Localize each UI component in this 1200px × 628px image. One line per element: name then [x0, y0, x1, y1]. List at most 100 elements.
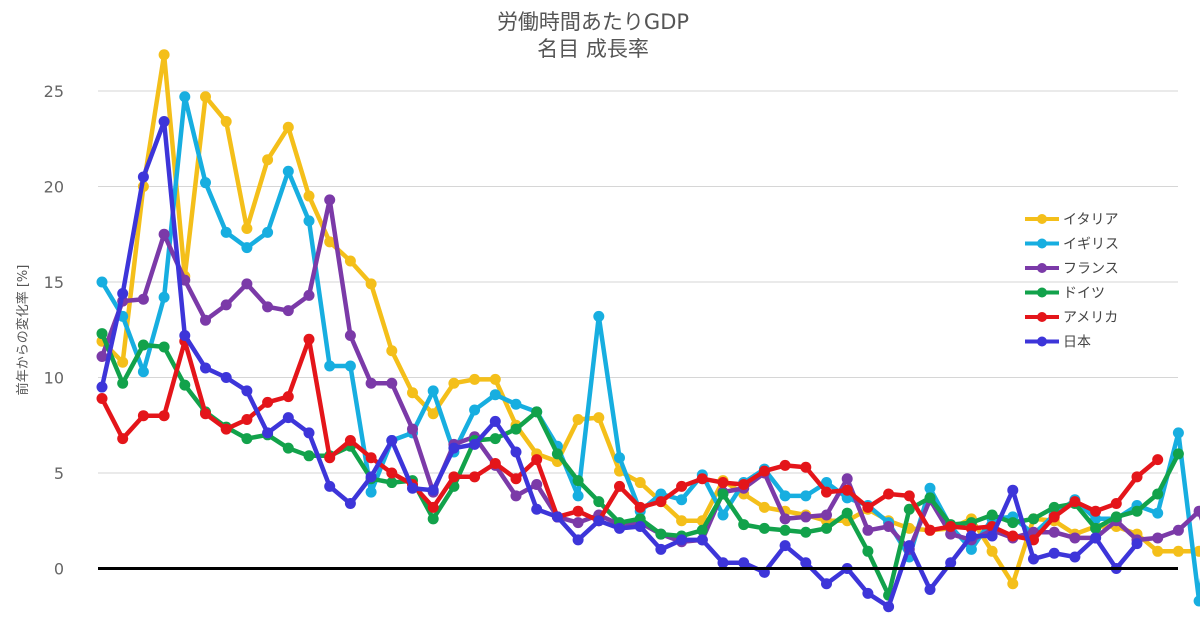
legend-label: アメリカ — [1063, 310, 1118, 326]
data-point — [262, 301, 274, 313]
data-point — [427, 484, 439, 496]
y-axis-ticks: 0 5 10 15 20 25 — [44, 82, 64, 579]
data-point — [220, 226, 232, 238]
data-point — [262, 396, 274, 408]
data-point — [344, 360, 356, 372]
data-point — [365, 278, 377, 290]
data-point — [241, 385, 253, 397]
data-point — [262, 154, 274, 166]
data-point — [779, 459, 791, 471]
y-tick-label: 25 — [44, 82, 64, 101]
legend-item: イタリア — [1025, 212, 1118, 228]
series-group — [96, 49, 1200, 613]
data-point — [427, 408, 439, 420]
data-point — [137, 366, 149, 378]
data-point — [344, 329, 356, 341]
data-point — [593, 412, 605, 424]
series-4 — [96, 333, 1164, 546]
data-point — [1069, 496, 1081, 508]
data-point — [821, 509, 832, 521]
data-point — [1048, 526, 1060, 538]
data-point — [324, 452, 336, 464]
data-point — [883, 520, 895, 532]
data-point — [158, 49, 170, 61]
data-point — [489, 433, 501, 445]
data-point — [696, 524, 708, 536]
data-point — [510, 473, 522, 485]
data-point — [551, 448, 563, 460]
data-point — [924, 584, 936, 596]
data-point — [427, 513, 439, 525]
data-point — [241, 278, 253, 290]
data-point — [758, 522, 770, 534]
data-point — [365, 471, 377, 483]
data-point — [324, 480, 336, 492]
data-point — [220, 372, 232, 383]
data-point — [593, 515, 605, 527]
data-point — [945, 520, 957, 532]
data-point — [903, 490, 915, 502]
data-point — [96, 328, 108, 340]
data-point — [1007, 530, 1019, 542]
data-point — [262, 226, 274, 238]
data-point — [676, 494, 688, 506]
data-point — [324, 194, 336, 206]
data-point — [158, 116, 170, 128]
data-point — [96, 393, 108, 405]
data-point — [862, 524, 874, 536]
legend-item: フランス — [1025, 261, 1119, 277]
data-point — [469, 373, 481, 385]
data-point — [117, 287, 129, 299]
data-point — [1007, 578, 1019, 590]
data-point — [510, 490, 522, 502]
series-5 — [96, 116, 1143, 613]
data-point — [469, 471, 481, 483]
data-point — [634, 477, 646, 489]
data-point — [841, 507, 853, 519]
data-point — [241, 414, 253, 426]
data-point — [800, 490, 812, 502]
data-point — [510, 423, 522, 435]
data-point — [924, 524, 936, 536]
y-tick-label: 5 — [54, 464, 64, 483]
data-point — [117, 377, 129, 389]
data-point — [676, 480, 688, 492]
data-point — [427, 501, 439, 513]
data-point — [96, 276, 108, 288]
legend-swatch-marker — [1037, 263, 1047, 273]
data-point — [1090, 532, 1102, 544]
data-point — [510, 446, 522, 458]
data-point — [1028, 513, 1039, 525]
data-point — [137, 293, 149, 305]
data-point — [531, 478, 543, 490]
data-point — [862, 545, 874, 557]
data-point — [282, 391, 294, 403]
data-point — [96, 381, 108, 393]
data-point — [407, 482, 418, 494]
data-point — [883, 488, 895, 500]
data-point — [324, 236, 336, 248]
data-point — [1069, 551, 1081, 563]
data-point — [200, 91, 211, 103]
data-point — [365, 486, 377, 498]
data-point — [386, 435, 398, 447]
data-point — [1090, 505, 1102, 517]
data-point — [1007, 484, 1019, 496]
data-point — [489, 415, 501, 427]
data-point — [96, 350, 108, 362]
data-point — [200, 177, 211, 189]
gridlines — [98, 90, 1178, 474]
data-point — [365, 377, 377, 389]
data-point — [1069, 532, 1081, 544]
data-point — [717, 557, 729, 569]
data-point — [137, 410, 149, 422]
data-point — [282, 412, 294, 424]
data-point — [179, 274, 191, 286]
data-point — [883, 601, 895, 613]
data-point — [655, 543, 667, 555]
data-point — [427, 385, 439, 397]
data-point — [1193, 595, 1200, 607]
data-point — [614, 452, 625, 464]
data-point — [1152, 532, 1164, 544]
